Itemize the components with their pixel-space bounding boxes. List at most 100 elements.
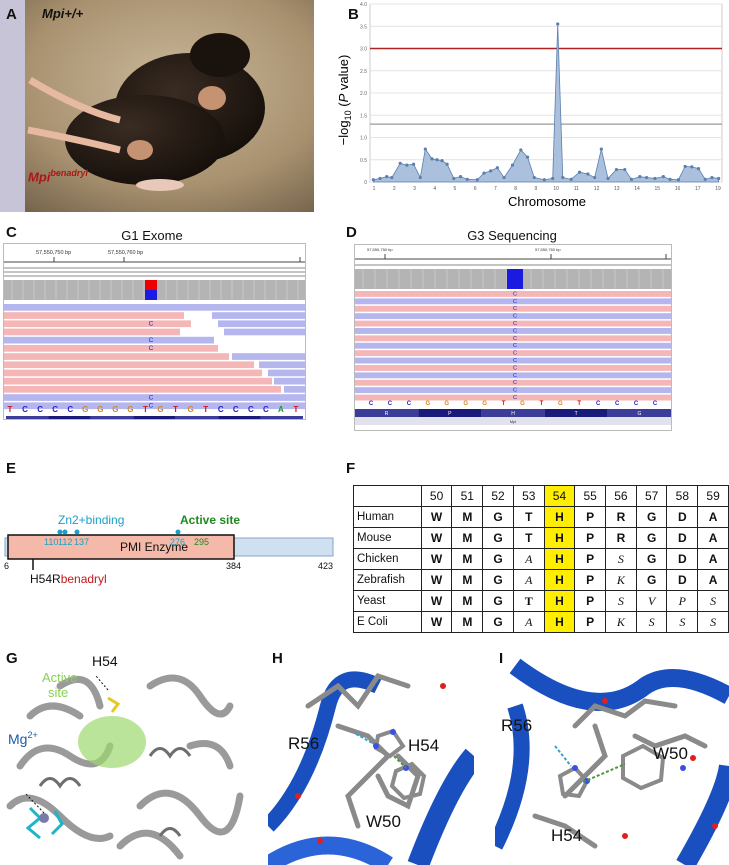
data-point: [430, 157, 434, 161]
data-point: [378, 176, 382, 181]
read-variant-base: C: [513, 336, 517, 342]
residue-cell: A: [697, 527, 729, 549]
residue-cell: M: [451, 548, 484, 570]
data-point: [532, 175, 536, 180]
coord-right: 57,550,760 bp: [108, 250, 143, 256]
panel-label-d: D: [346, 224, 357, 241]
reference-base: A: [278, 405, 284, 414]
residue-cell: T: [512, 527, 545, 549]
table-row: Yeast W M G T H P S V P S: [353, 590, 729, 612]
amino-acid-label: T: [575, 411, 578, 417]
pmi-structure-image: Active site H54 Mg2+: [6, 653, 244, 860]
reference-base: C: [596, 401, 601, 407]
coord-left: 57,550,750 bp: [36, 250, 71, 256]
sequence-read: [4, 394, 305, 401]
x-tick-label: 2: [393, 186, 396, 192]
sequence-read: [268, 369, 305, 377]
mutation-label: H54Rbenadryl: [30, 572, 107, 586]
position-header: 58: [666, 485, 699, 507]
data-point: [599, 147, 603, 151]
reference-base: T: [143, 405, 148, 414]
data-point: [452, 176, 456, 181]
x-tick-label: 7: [494, 186, 497, 192]
read-variant-base: C: [513, 314, 517, 320]
amino-acid-block: [6, 416, 49, 419]
panel-label-e: E: [6, 460, 17, 477]
x-tick-label: 19: [715, 186, 721, 192]
panel-i-structure: I R56 W50 H54: [495, 646, 729, 865]
reference-base: T: [502, 401, 506, 407]
residue-cell: G: [482, 506, 514, 528]
residue-cell: P: [666, 590, 699, 612]
x-tick-label: 9: [534, 186, 537, 192]
data-point: [710, 175, 714, 180]
sequence-read: [355, 365, 671, 371]
reference-base: T: [577, 401, 581, 407]
residue-start: 6: [4, 561, 9, 571]
reference-base: T: [540, 401, 544, 407]
sequence-read: [4, 361, 254, 369]
species-name: E Coli: [353, 611, 422, 633]
sequence-read: [224, 328, 305, 336]
pmi-enzyme-domain: [7, 534, 235, 560]
reference-base: G: [520, 401, 525, 407]
g-mg-sup: 2+: [27, 730, 37, 740]
residue-cell: M: [451, 527, 484, 549]
i-r56-label: R56: [501, 716, 533, 735]
sequence-read: [232, 353, 305, 360]
active-site-marker: [175, 529, 181, 535]
data-point: [629, 177, 634, 181]
residue-cell: P: [574, 506, 607, 528]
position-header: 50: [420, 485, 453, 507]
reference-base: G: [97, 405, 103, 414]
reference-base: C: [218, 405, 224, 414]
amino-acid-block: [481, 409, 545, 417]
residue-cell: W: [420, 569, 453, 591]
x-tick-label: 15: [655, 186, 661, 192]
species-name: Mouse: [353, 527, 422, 549]
data-point: [435, 158, 439, 162]
zn-binding-label: Zn2+binding: [58, 513, 124, 527]
data-point: [593, 175, 597, 180]
data-point: [411, 162, 416, 166]
residue-cell: A: [512, 548, 545, 570]
zn-site-112: 112: [58, 537, 72, 547]
h-w50-label: W50: [366, 812, 401, 831]
residue-cell: S: [697, 611, 729, 633]
reference-base: G: [444, 401, 449, 407]
x-tick-label: 4: [433, 186, 436, 192]
data-point: [556, 22, 560, 26]
h-r56-label: R56: [288, 734, 320, 753]
panel-a-photo: A Mpi+/+ Mpibenadryl: [0, 0, 314, 212]
sequence-read: [355, 320, 671, 327]
variant-coverage-alt: [145, 290, 157, 300]
residue-cell: G: [635, 548, 668, 570]
data-point: [445, 162, 449, 166]
x-tick-label: 13: [614, 186, 620, 192]
sequence-read: [284, 386, 305, 393]
residue-cell: A: [697, 548, 729, 570]
reference-base: C: [634, 401, 639, 407]
residue-cell: G: [482, 590, 514, 612]
variant-coverage-alt: [507, 269, 523, 289]
residue-end-enzyme: 384: [226, 561, 241, 571]
data-point: [465, 177, 469, 181]
data-point: [606, 176, 610, 181]
active-site-glow: [78, 716, 146, 768]
residue-cell: P: [574, 590, 607, 612]
sequence-read: [355, 291, 671, 297]
reference-base: T: [8, 405, 13, 414]
x-tick-label: 11: [574, 186, 579, 192]
data-point: [561, 175, 565, 180]
amino-acid-label: H: [511, 411, 515, 417]
sequence-read: [355, 357, 671, 364]
active-site-295: 295: [194, 537, 209, 547]
g-mg-label: Mg2+: [8, 730, 38, 747]
qtl-chart: −log10 (P value) 0 0.5 1.0 1.5 2.0 2.5 3.0 3.5 4…: [336, 2, 723, 209]
h54-mutant-closeup-image: [495, 658, 729, 865]
reference-base: C: [52, 405, 58, 414]
residue-cell: P: [574, 611, 607, 633]
zn-site-markers: [57, 529, 80, 535]
panel-label-a: A: [6, 6, 17, 23]
